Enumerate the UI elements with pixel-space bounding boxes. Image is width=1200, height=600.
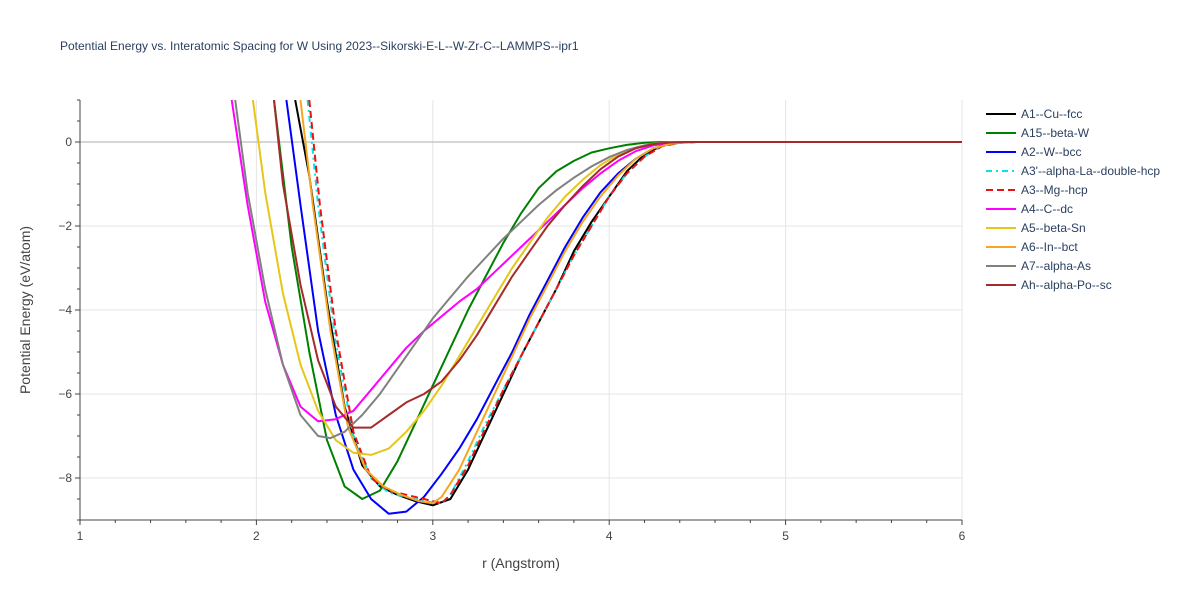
series-line-6 — [251, 100, 962, 456]
y-tick-label: −4 — [58, 303, 72, 317]
x-tick-label: 1 — [77, 529, 84, 543]
legend-label-1: A15--beta-W — [1021, 126, 1090, 140]
series-line-9 — [273, 100, 962, 429]
legend-label-8: A7--alpha-As — [1021, 259, 1091, 273]
series-lines — [230, 100, 962, 515]
legend-label-2: A2--W--bcc — [1021, 145, 1081, 159]
series-line-8 — [234, 100, 962, 440]
x-tick-label: 6 — [959, 529, 966, 543]
x-axis-title: r (Angstrom) — [482, 555, 560, 571]
series-line-5 — [230, 100, 962, 423]
series-line-4 — [308, 100, 962, 505]
x-tick-label: 3 — [429, 529, 436, 543]
series-line-0 — [294, 100, 962, 507]
y-axis-ticks: 0 −2 −4 −6 −8 — [58, 135, 72, 485]
y-tick-label: −2 — [58, 219, 72, 233]
legend-label-9: Ah--alpha-Po--sc — [1021, 278, 1112, 292]
axes — [75, 99, 963, 525]
x-tick-label: 5 — [782, 529, 789, 543]
y-tick-label: 0 — [65, 135, 72, 149]
legend-label-0: A1--Cu--fcc — [1021, 107, 1082, 121]
gridlines — [80, 100, 963, 520]
series-line-7 — [299, 100, 962, 505]
series-line-2 — [285, 100, 962, 515]
series-line-1 — [273, 100, 962, 500]
legend-label-6: A5--beta-Sn — [1021, 221, 1086, 235]
legend-label-3: A3'--alpha-La--double-hcp — [1021, 164, 1160, 178]
y-tick-label: −8 — [58, 471, 72, 485]
x-tick-label: 2 — [253, 529, 260, 543]
x-tick-label: 4 — [606, 529, 613, 543]
legend-label-4: A3--Mg--hcp — [1021, 183, 1088, 197]
legend-label-7: A6--In--bct — [1021, 240, 1078, 254]
legend-label-5: A4--C--dc — [1021, 202, 1073, 216]
y-tick-label: −6 — [58, 387, 72, 401]
x-axis-ticks: 1 2 3 4 5 6 — [77, 529, 966, 543]
chart-title: Potential Energy vs. Interatomic Spacing… — [60, 39, 579, 53]
y-axis-title: Potential Energy (eV/atom) — [17, 226, 33, 394]
legend: A1--Cu--fcc A15--beta-W A2--W--bcc A3'--alp… — [986, 107, 1160, 292]
